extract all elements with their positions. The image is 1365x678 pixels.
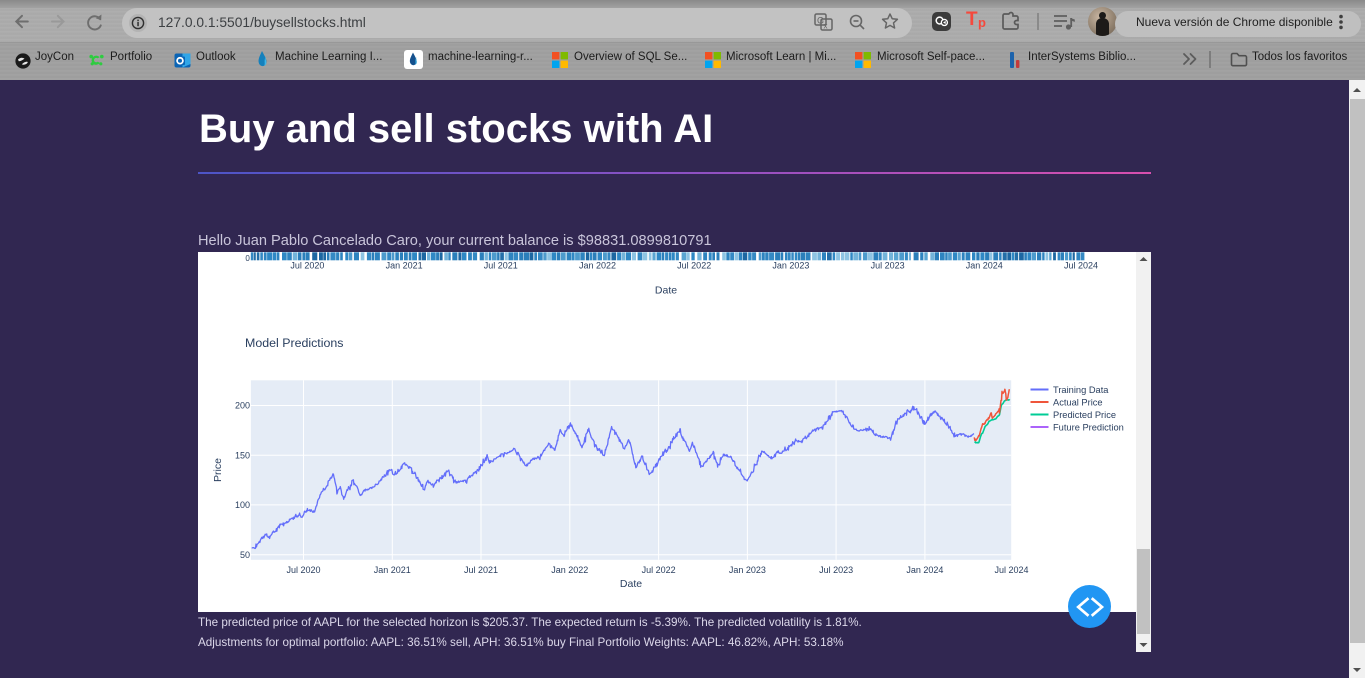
svg-text:Jan 2023: Jan 2023: [729, 565, 766, 575]
svg-text:Jul 2022: Jul 2022: [642, 565, 676, 575]
svg-text:Date: Date: [655, 285, 677, 297]
svg-text:Jan 2022: Jan 2022: [579, 261, 616, 271]
svg-text:Future Prediction: Future Prediction: [1053, 423, 1124, 433]
svg-text:Jul 2023: Jul 2023: [871, 261, 905, 271]
svg-text:Jul 2021: Jul 2021: [484, 261, 518, 271]
svg-text:150: 150: [235, 450, 250, 460]
svg-text:Actual Price: Actual Price: [1053, 398, 1103, 408]
svg-text:Jan 2022: Jan 2022: [551, 565, 588, 575]
svg-text:G: G: [817, 16, 824, 26]
svg-text:Jan 2024: Jan 2024: [906, 565, 943, 575]
svg-text:Jan 2024: Jan 2024: [966, 261, 1003, 271]
svg-text:100: 100: [235, 500, 250, 510]
svg-text:Price: Price: [212, 458, 224, 482]
svg-text:Jul 2022: Jul 2022: [677, 261, 711, 271]
svg-text:Jan 2021: Jan 2021: [386, 261, 423, 271]
svg-text:Jul 2020: Jul 2020: [290, 261, 324, 271]
svg-text:Model Predictions: Model Predictions: [245, 336, 343, 350]
svg-text:Date: Date: [620, 578, 642, 590]
svg-text:Jul 2024: Jul 2024: [1064, 261, 1098, 271]
svg-text:Jan 2023: Jan 2023: [772, 261, 809, 271]
svg-text:Jul 2023: Jul 2023: [819, 565, 853, 575]
svg-text:Jul 2024: Jul 2024: [994, 565, 1028, 575]
svg-text:Jan 2021: Jan 2021: [374, 565, 411, 575]
svg-text:0: 0: [245, 254, 250, 263]
svg-text:Jul 2021: Jul 2021: [464, 565, 498, 575]
svg-text:Jul 2020: Jul 2020: [286, 565, 320, 575]
svg-text:50: 50: [240, 550, 250, 560]
svg-text:Training Data: Training Data: [1053, 385, 1109, 395]
svg-text:Predicted Price: Predicted Price: [1053, 410, 1116, 420]
svg-text:x: x: [824, 22, 828, 31]
svg-text:200: 200: [235, 401, 250, 411]
